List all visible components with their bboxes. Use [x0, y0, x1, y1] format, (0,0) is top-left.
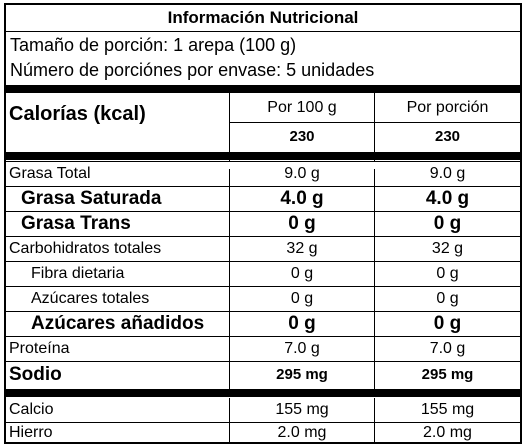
value-per-serving: 0 g	[436, 265, 459, 282]
value-per-serving: 4.0 g	[425, 188, 470, 209]
row-label-azucares-anadidos: Azúcares añadidos	[31, 313, 205, 334]
row-divider	[6, 361, 520, 362]
divider-thick	[6, 85, 520, 93]
row-label-azucares-totales: Azúcares totales	[31, 290, 150, 307]
calories-label: Calorías (kcal)	[9, 103, 146, 125]
label-title: Información Nutricional	[6, 5, 520, 32]
column-divider	[229, 398, 230, 442]
value-per-100g: 4.0 g	[280, 188, 324, 209]
divider-thick	[6, 152, 520, 160]
row-divider	[6, 336, 520, 337]
column-divider	[374, 398, 375, 442]
row-label-hierro: Hierro	[9, 424, 53, 441]
value-per-serving: 9.0 g	[429, 165, 466, 182]
value-per-serving: 295 mg	[421, 366, 474, 383]
column-divider	[229, 169, 230, 390]
value-per-100g: 0 g	[288, 213, 316, 234]
value-per-100g: 0 g	[290, 290, 314, 307]
row-divider	[6, 186, 520, 187]
row-divider	[6, 211, 520, 212]
value-per-serving: 2.0 mg	[423, 424, 472, 441]
header-divider	[229, 122, 520, 123]
row-label-fibra-dietaria: Fibra dietaria	[31, 265, 125, 282]
value-per-serving: 7.0 g	[429, 340, 466, 357]
row-divider	[6, 261, 520, 262]
column-header-per-100g: Por 100 g	[267, 99, 337, 116]
row-divider	[6, 311, 520, 312]
servings-per-container: Número de porciónes por envase: 5 unidad…	[10, 60, 375, 80]
row-label-sodio: Sodio	[9, 364, 62, 385]
value-per-serving: 0 g	[433, 313, 462, 334]
column-divider	[374, 169, 375, 390]
value-per-100g: 155 mg	[275, 401, 329, 418]
value-per-100g: 32 g	[286, 240, 318, 257]
value-per-100g: 295 mg	[276, 366, 328, 383]
column-divider	[374, 93, 375, 161]
value-per-100g: 0 g	[288, 313, 316, 334]
row-divider	[6, 286, 520, 287]
row-label-grasa-trans: Grasa Trans	[21, 213, 131, 234]
row-label-proteina: Proteína	[9, 340, 70, 357]
row-divider	[6, 161, 520, 162]
row-label-carbohidratos: Carbohidratos totales	[9, 240, 162, 257]
value-per-100g: 7.0 g	[284, 340, 320, 357]
divider-thick	[6, 389, 520, 397]
row-label-calcio: Calcio	[9, 401, 54, 418]
row-divider	[6, 422, 520, 423]
value-per-100g: 2.0 mg	[277, 424, 327, 441]
value-per-serving: 0 g	[433, 213, 462, 234]
row-label-grasa-total: Grasa Total	[9, 165, 91, 182]
serving-size: Tamaño de porción: 1 arepa (100 g)	[10, 35, 297, 55]
column-divider	[229, 93, 230, 161]
row-divider	[6, 236, 520, 237]
value-per-serving: 155 mg	[420, 401, 475, 418]
column-header-per-serving: Por porción	[406, 99, 489, 116]
calories-per-100g: 230	[289, 128, 315, 145]
value-per-serving: 32 g	[431, 240, 464, 257]
row-label-grasa-saturada: Grasa Saturada	[21, 188, 162, 209]
value-per-serving: 0 g	[436, 290, 459, 307]
calories-per-serving: 230	[434, 128, 461, 145]
value-per-100g: 9.0 g	[284, 165, 320, 182]
value-per-100g: 0 g	[290, 265, 314, 282]
nutrition-facts-label: Información Nutricional Tamaño de porció…	[4, 3, 522, 444]
